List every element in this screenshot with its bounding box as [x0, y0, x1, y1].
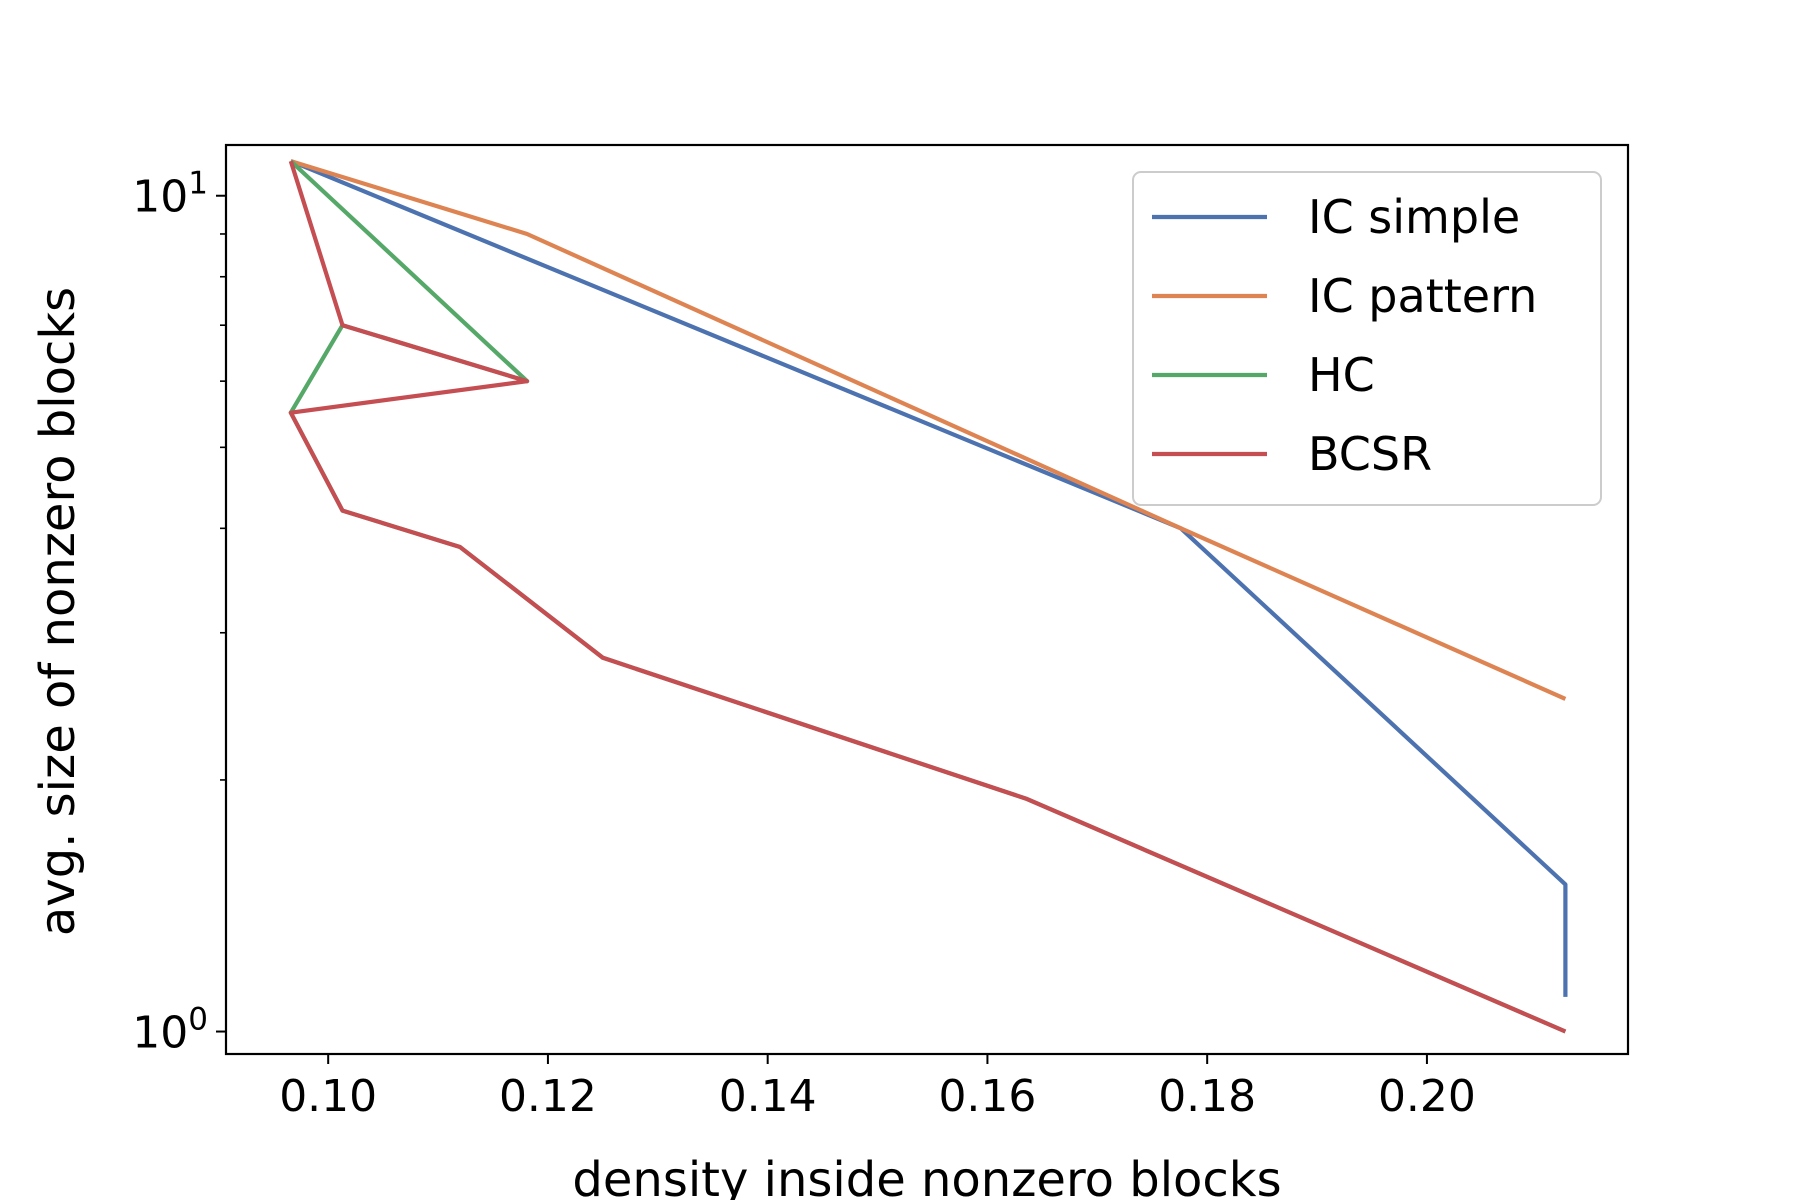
plot-lines [288, 159, 1568, 1034]
x-axis-label: density inside nonzero blocks [572, 1152, 1281, 1200]
y-tick-label: 100 [132, 1002, 208, 1059]
y-axis: 100 101 [132, 166, 226, 1059]
x-tick-label: 0.12 [499, 1071, 597, 1122]
legend: IC simple IC pattern HC BCSR [1132, 171, 1602, 506]
legend-label-hc: HC [1308, 348, 1375, 402]
series-line-ic-simple [289, 159, 1568, 997]
y-tick-label: 101 [132, 166, 208, 223]
x-tick-label: 0.18 [1158, 1071, 1256, 1122]
series-line-ic-pattern [290, 159, 1567, 701]
x-tick-label: 0.16 [938, 1071, 1036, 1122]
x-tick-label: 0.10 [279, 1071, 377, 1122]
legend-box [1132, 171, 1602, 506]
series-line-bcsr [288, 160, 1567, 1034]
legend-label-bcsr: BCSR [1308, 427, 1432, 481]
y-axis-label: avg. size of nonzero blocks [30, 287, 86, 936]
legend-label-ic-simple: IC simple [1308, 190, 1520, 244]
plot-frame [224, 143, 1630, 1056]
x-axis: 0.10 0.12 0.14 0.16 0.18 0.20 [279, 1054, 1476, 1122]
legend-label-ic-pattern: IC pattern [1308, 269, 1537, 323]
x-tick-label: 0.14 [719, 1071, 817, 1122]
x-tick-label: 0.20 [1378, 1071, 1476, 1122]
